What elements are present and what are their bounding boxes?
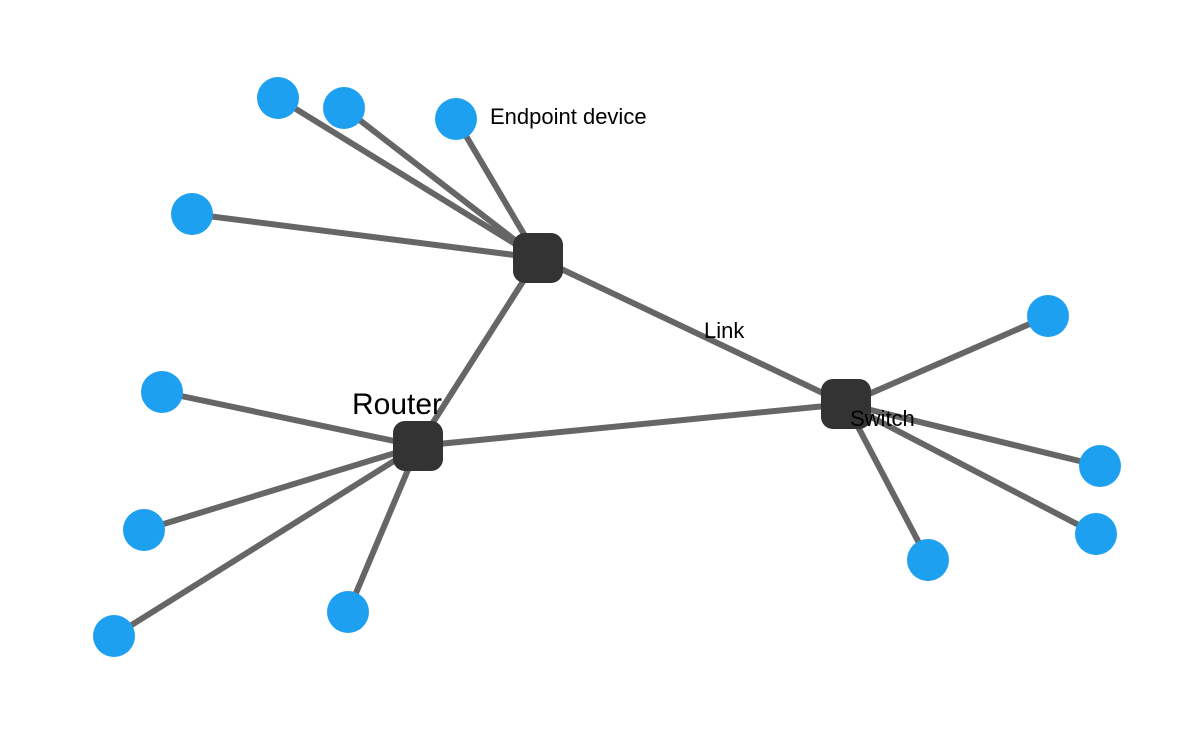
- endpoint-node: [435, 98, 477, 140]
- router-node: [393, 421, 443, 471]
- top-node: [513, 233, 563, 283]
- endpoint-node: [1027, 295, 1069, 337]
- endpoint-label: Endpoint device: [490, 104, 647, 129]
- switch-label: Switch: [850, 406, 915, 431]
- link-switch-e9: [846, 316, 1048, 404]
- endpoint-node: [1075, 513, 1117, 555]
- network-diagram: Router Switch Link Endpoint device: [0, 0, 1188, 747]
- link-top-switch: [538, 258, 846, 404]
- endpoint-node: [257, 77, 299, 119]
- endpoint-node: [907, 539, 949, 581]
- hubs-layer: [393, 233, 871, 471]
- endpoint-node: [327, 591, 369, 633]
- router-label: Router: [352, 388, 442, 421]
- endpoint-node: [171, 193, 213, 235]
- edges-layer: [114, 98, 1100, 636]
- endpoint-node: [93, 615, 135, 657]
- link-router-switch: [418, 404, 846, 446]
- link-label: Link: [704, 318, 745, 343]
- endpoint-node: [123, 509, 165, 551]
- endpoint-node: [1079, 445, 1121, 487]
- endpoint-node: [323, 87, 365, 129]
- link-router-e6: [144, 446, 418, 530]
- endpoints-layer: [93, 77, 1121, 657]
- endpoint-node: [141, 371, 183, 413]
